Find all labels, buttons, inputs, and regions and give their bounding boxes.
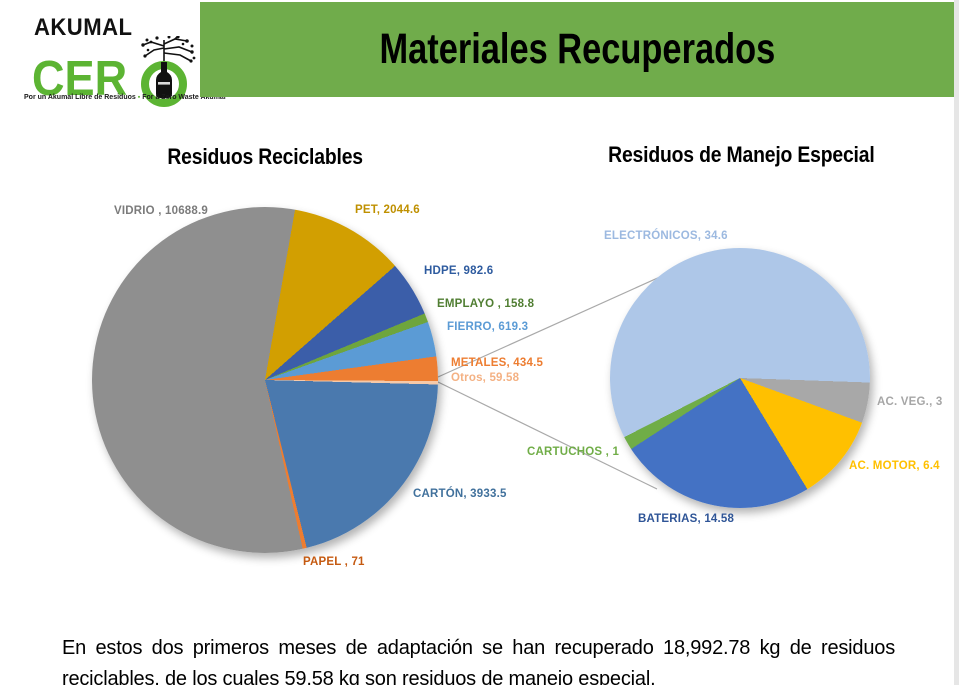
pie-label-ac-motor: AC. MOTOR, 6.4 <box>849 460 940 472</box>
pie-label-hdpe: HDPE, 982.6 <box>424 265 494 277</box>
pie-label-carton: CARTÓN, 3933.5 <box>413 488 507 500</box>
left-chart-title: Residuos Reciclables <box>115 144 415 170</box>
pie-label-papel: PAPEL , 71 <box>303 556 365 568</box>
pie-label-otros: Otros, 59.58 <box>451 372 520 384</box>
pie-label-metales: METALES, 434.5 <box>451 357 544 369</box>
left-chart-title-text: Residuos Reciclables <box>167 144 363 169</box>
footer-summary: En estos dos primeros meses de adaptació… <box>62 637 895 685</box>
title-banner: Materiales Recuperados <box>200 2 955 97</box>
tagline-left: Por un Akumal Libre de Residuos <box>24 94 136 101</box>
right-chart-title-text: Residuos de Manejo Especial <box>607 142 875 167</box>
pie-label-baterias: BATERIAS, 14.58 <box>638 513 735 525</box>
page-title: Materiales Recuperados <box>379 25 776 73</box>
pie-label-vidrio: VIDRIO , 10688.9 <box>114 205 208 217</box>
right-chart-title: Residuos de Manejo Especial <box>566 142 916 168</box>
logo-brand-cero: CER <box>32 36 199 108</box>
tagline-separator-icon: ▪ <box>137 94 141 101</box>
logo-tagline: Por un Akumal Libre de Residuos ▪ For a Ze… <box>24 94 226 101</box>
logo-brand-akumal: AKUMAL <box>34 14 133 41</box>
right-edge-strip <box>954 0 959 685</box>
pie-chart-residuos-manejo-especial <box>610 248 870 508</box>
pie-label-fierro: FIERRO, 619.3 <box>447 321 529 333</box>
logo-brand-cero-text: CER <box>32 52 128 106</box>
pie-chart-residuos-reciclables <box>92 207 438 553</box>
akumal-cero-logo: AKUMAL CER <box>20 8 226 107</box>
pie-label-electronicos: ELECTRÓNICOS, 34.6 <box>604 230 728 242</box>
pie-label-pet: PET, 2044.6 <box>355 204 420 216</box>
bottle-tree-icon <box>141 36 196 107</box>
pie-label-emplayo: EMPLAYO , 158.8 <box>437 298 535 310</box>
tagline-right: For a Zero Waste Akumal <box>142 94 226 101</box>
pie-label-cartuchos: CARTUCHOS , 1 <box>527 446 620 458</box>
pie-label-ac-veg: AC. VEG., 3 <box>877 396 943 408</box>
